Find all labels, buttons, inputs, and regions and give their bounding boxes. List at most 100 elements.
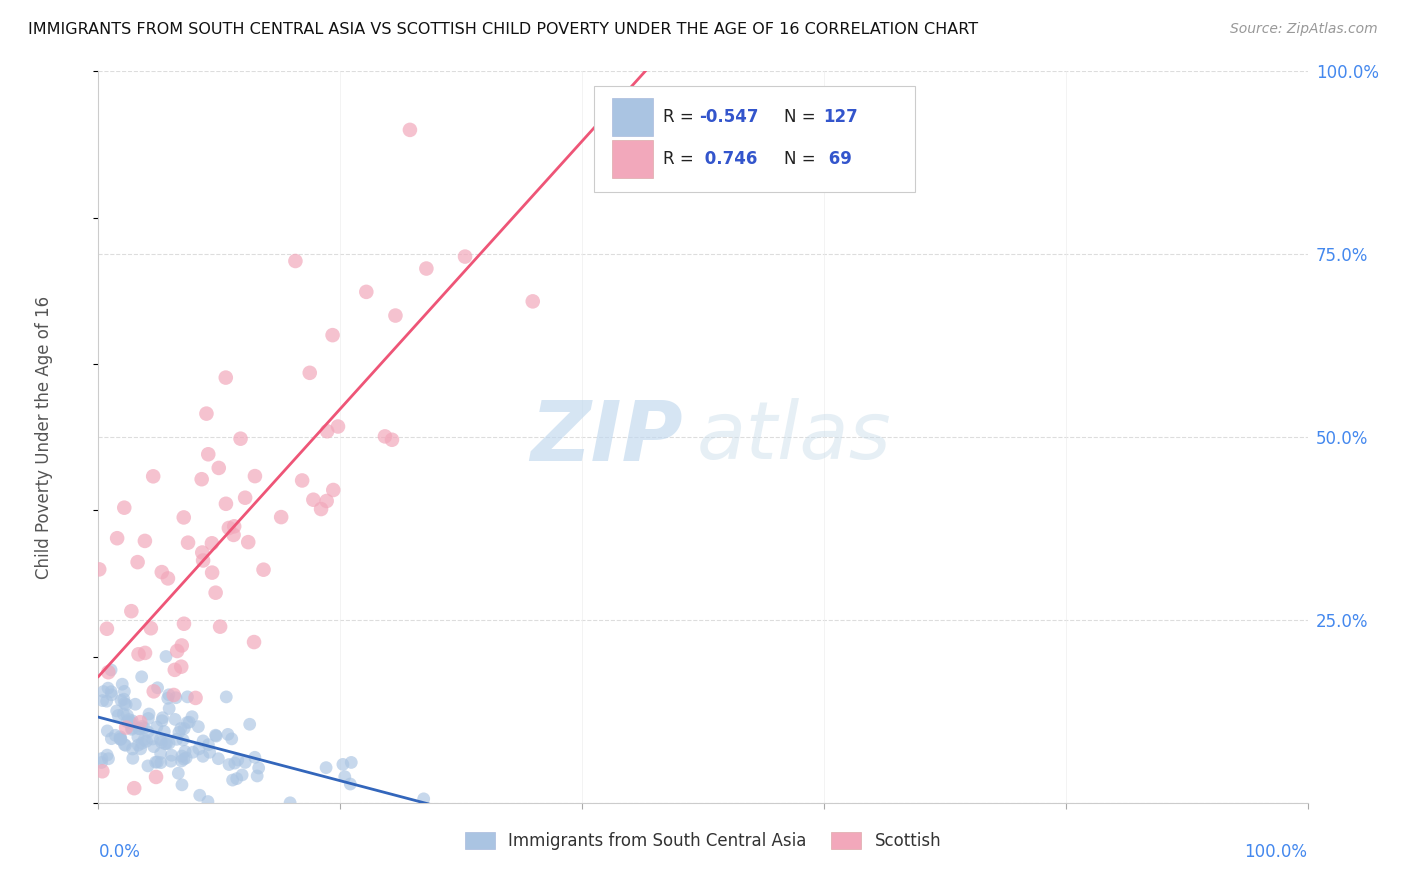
Point [136, 711, 159, 725]
Point [270, 510, 292, 524]
Text: atlas: atlas [696, 398, 891, 476]
Point [209, 620, 232, 634]
Point [112, 707, 135, 722]
Point [110, 732, 132, 747]
Point [108, 732, 131, 747]
Point [104, 728, 127, 742]
Point [522, 294, 544, 309]
Point [121, 742, 143, 756]
Point [181, 745, 204, 759]
Point [100, 684, 122, 698]
Point [146, 720, 169, 734]
Text: 69: 69 [823, 150, 852, 168]
Point [121, 723, 143, 737]
Point [381, 433, 404, 447]
Point [131, 719, 153, 733]
Point [90, 751, 112, 765]
Point [291, 474, 314, 488]
Point [170, 659, 193, 673]
Point [135, 734, 157, 748]
Point [201, 566, 224, 580]
Point [173, 722, 195, 736]
Point [187, 742, 209, 756]
Point [121, 721, 143, 735]
Point [170, 749, 193, 764]
Point [204, 585, 226, 599]
FancyBboxPatch shape [595, 86, 915, 192]
Point [105, 704, 128, 718]
Point [165, 712, 187, 726]
Text: R =: R = [664, 109, 699, 127]
Point [218, 521, 240, 535]
Point [173, 616, 195, 631]
Point [204, 728, 226, 742]
Point [174, 744, 197, 758]
Text: IMMIGRANTS FROM SOUTH CENTRAL ASIA VS SCOTTISH CHILD POVERTY UNDER THE AGE OF 16: IMMIGRANTS FROM SOUTH CENTRAL ASIA VS SC… [28, 22, 979, 37]
Point [215, 690, 238, 704]
Point [100, 663, 122, 677]
Point [160, 754, 183, 768]
Text: Source: ZipAtlas.com: Source: ZipAtlas.com [1230, 22, 1378, 37]
Point [339, 777, 361, 791]
Point [115, 698, 138, 712]
Point [129, 742, 152, 756]
Point [302, 492, 325, 507]
Point [112, 738, 135, 752]
Point [170, 778, 193, 792]
Point [174, 751, 197, 765]
Point [150, 735, 173, 749]
Point [195, 407, 218, 421]
Point [217, 727, 239, 741]
Point [91, 764, 114, 779]
Point [170, 639, 193, 653]
Point [128, 647, 150, 661]
Point [122, 781, 145, 796]
Point [145, 770, 167, 784]
Point [152, 711, 174, 725]
Point [224, 519, 246, 533]
Point [333, 770, 356, 784]
Text: -0.547: -0.547 [699, 109, 759, 127]
Point [153, 737, 176, 751]
Point [100, 731, 122, 746]
Point [177, 535, 200, 549]
Point [315, 494, 337, 508]
Point [207, 752, 229, 766]
Point [173, 510, 195, 524]
Point [139, 621, 162, 635]
Point [149, 747, 172, 761]
Point [165, 690, 187, 705]
Point [233, 491, 256, 505]
Text: Child Poverty Under the Age of 16: Child Poverty Under the Age of 16 [35, 295, 53, 579]
Point [157, 736, 180, 750]
Point [201, 536, 224, 550]
Point [114, 697, 136, 711]
Point [191, 553, 214, 567]
Point [322, 328, 344, 343]
Point [326, 419, 349, 434]
Point [221, 731, 243, 746]
Point [163, 688, 186, 702]
Point [356, 285, 378, 299]
Point [226, 753, 249, 767]
Point [188, 789, 211, 803]
Point [145, 755, 167, 769]
Point [170, 722, 193, 736]
Point [96, 748, 118, 763]
Point [176, 690, 198, 704]
Point [374, 429, 396, 443]
Text: N =: N = [785, 109, 821, 127]
Point [93, 684, 115, 698]
Point [112, 500, 135, 515]
Point [181, 710, 204, 724]
Point [205, 729, 228, 743]
Point [146, 681, 169, 695]
Point [142, 684, 165, 698]
Point [197, 795, 219, 809]
Point [121, 751, 143, 765]
Point [197, 738, 219, 752]
Point [112, 692, 135, 706]
Point [96, 723, 118, 738]
Point [156, 691, 179, 706]
FancyBboxPatch shape [613, 98, 654, 136]
